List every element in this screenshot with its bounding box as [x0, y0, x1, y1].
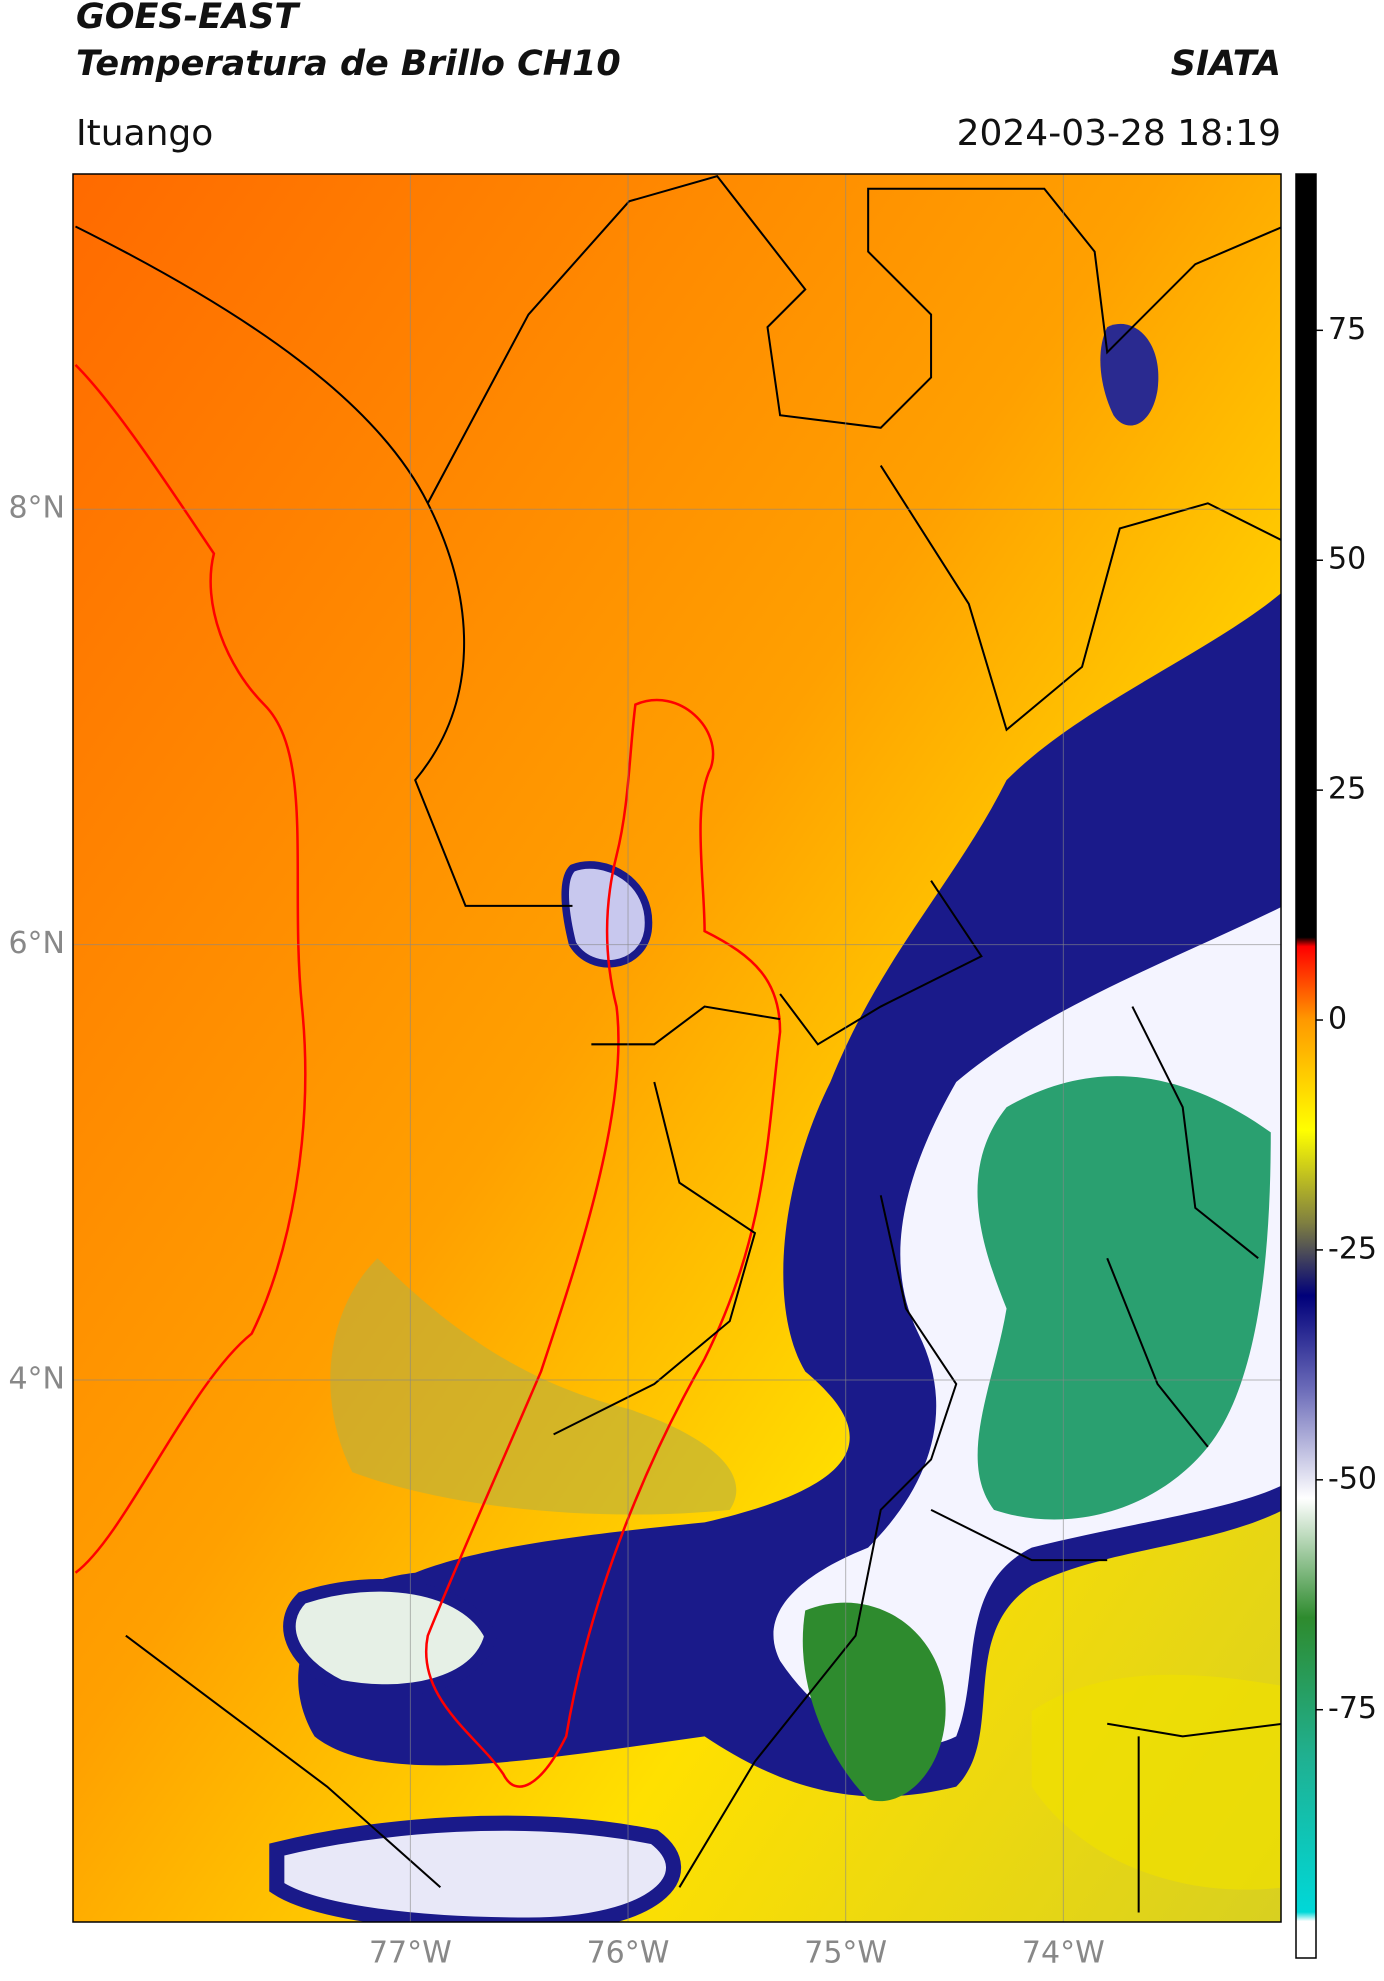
- colorbar-tick-label: 25: [1328, 772, 1366, 807]
- colorbar-tick-label: 50: [1328, 542, 1366, 577]
- subtitle: Temperatura de Brillo CH10: [76, 44, 621, 84]
- colorbar-tick-label: 75: [1328, 312, 1366, 347]
- y-tick-label: 6°N: [8, 926, 65, 961]
- location: Ituango: [76, 113, 213, 154]
- colorbar-tick-label: -75: [1328, 1691, 1377, 1726]
- cloud-field: [74, 174, 1281, 1922]
- colorbar-tick-label: 0: [1328, 1002, 1347, 1037]
- title: GOES-EAST: [76, 0, 301, 37]
- map-image: [73, 174, 1281, 1922]
- datetime: 2024-03-28 18:19: [957, 113, 1281, 154]
- y-tick-label: 4°N: [8, 1361, 65, 1396]
- source: SIATA: [1171, 44, 1281, 84]
- x-tick-label: 77°W: [369, 1936, 452, 1971]
- grid: [73, 174, 1281, 1922]
- colorbar-tick-label: -25: [1328, 1231, 1377, 1266]
- map-frame: [72, 173, 1282, 1923]
- x-tick-label: 76°W: [587, 1936, 670, 1971]
- y-tick-label: 8°N: [8, 491, 65, 526]
- x-tick-label: 74°W: [1022, 1936, 1105, 1971]
- colorbar-tick-label: -50: [1328, 1461, 1377, 1496]
- x-tick-label: 75°W: [804, 1936, 887, 1971]
- colorbar: [1295, 173, 1317, 1959]
